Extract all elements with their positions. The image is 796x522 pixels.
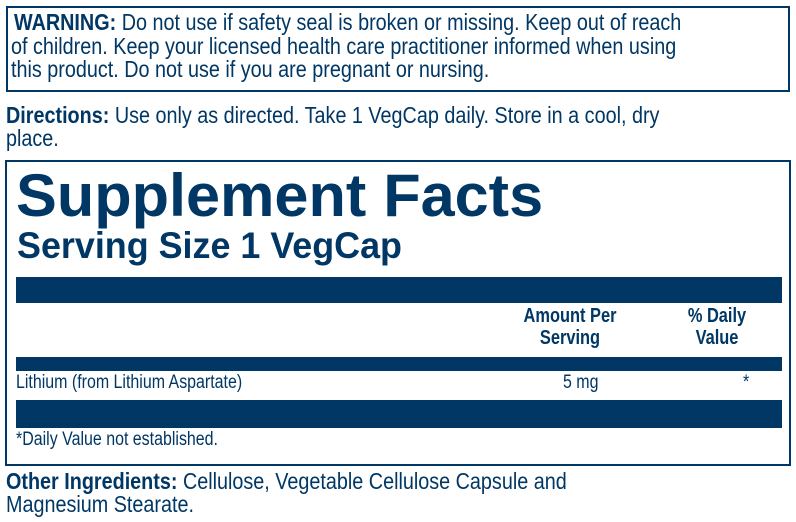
header-dv-line-1: % Daily xyxy=(687,305,747,327)
other-ingredients-text: Cellulose, Vegetable Cellulose Capsule a… xyxy=(177,468,567,494)
footer-bar xyxy=(16,400,782,428)
header-bar xyxy=(16,277,782,303)
directions-line-2: place. xyxy=(6,125,59,151)
nutrient-name: Lithium (from Lithium Aspartate) xyxy=(16,372,243,393)
thick-divider xyxy=(16,357,782,371)
nutrient-amount: 5 mg xyxy=(563,372,599,393)
header-amount-line-2: Serving xyxy=(539,327,601,349)
header-amount-per-serving: Amount Per Serving xyxy=(513,305,628,349)
other-ingredients-line-2: Magnesium Stearate. xyxy=(6,491,195,517)
footnote: *Daily Value not established. xyxy=(16,429,218,450)
other-ingredients-line-1: Other Ingredients: Cellulose, Vegetable … xyxy=(6,470,567,493)
directions-text: Use only as directed. Take 1 VegCap dail… xyxy=(109,102,660,128)
supplement-facts-panel xyxy=(5,160,791,466)
warning-line-3: this product. Do not use if you are preg… xyxy=(11,56,490,82)
header-dv-line-2: Value xyxy=(695,327,739,349)
nutrient-daily-value: * xyxy=(743,372,750,393)
other-ingredients-label: Other Ingredients: xyxy=(6,468,178,494)
facts-title: Supplement Facts xyxy=(16,162,544,229)
warning-line-2: of children. Keep your licensed health c… xyxy=(11,33,677,59)
warning-label: WARNING: xyxy=(14,9,117,35)
directions-line-1: Directions: Use only as directed. Take 1… xyxy=(6,104,659,127)
header-daily-value: % Daily Value xyxy=(676,305,758,349)
warning-text: Do not use if safety seal is broken or m… xyxy=(116,9,682,35)
header-amount-line-1: Amount Per xyxy=(523,305,617,327)
directions-label: Directions: xyxy=(6,102,110,128)
warning-line-1: WARNING: Do not use if safety seal is br… xyxy=(14,11,681,34)
serving-size: Serving Size 1 VegCap xyxy=(17,225,402,266)
warning-box xyxy=(6,6,790,92)
